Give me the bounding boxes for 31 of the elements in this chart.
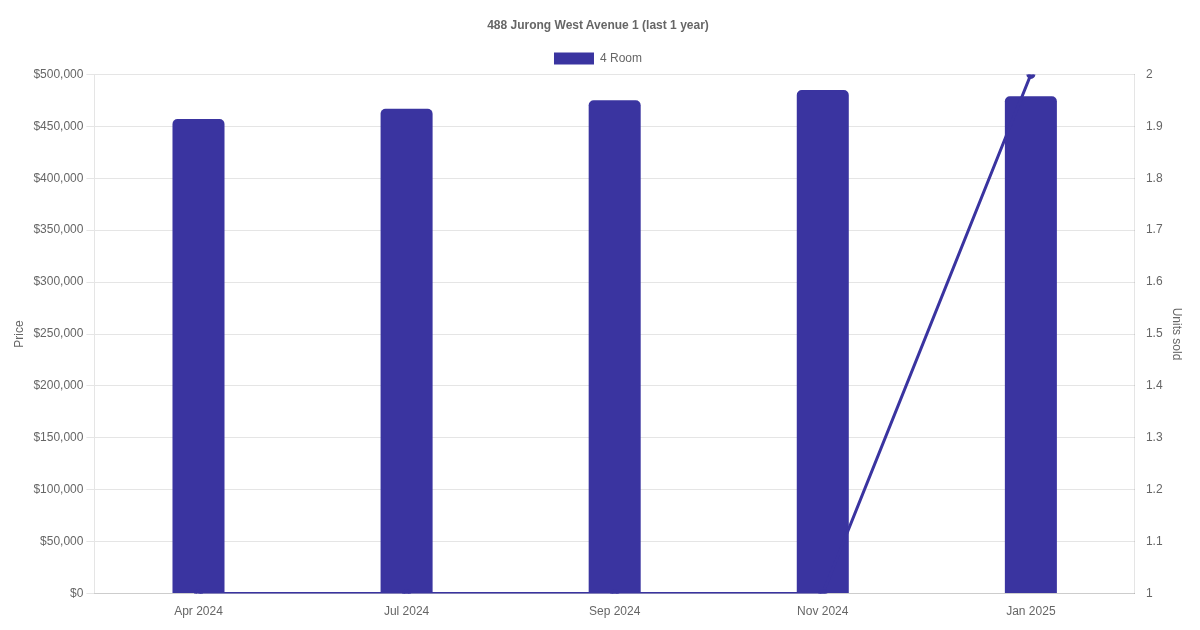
x-tick-label: Nov 2024	[797, 604, 849, 619]
y2-tick-label: 1	[1145, 585, 1153, 600]
y-tick-label: $450,000	[33, 118, 84, 133]
y2-tick-label: 1.2	[1145, 482, 1163, 497]
y-tick-label: $300,000	[33, 274, 84, 289]
x-tick-label: Jul 2024	[383, 604, 430, 619]
y-tick-label: $350,000	[33, 222, 84, 237]
y-tick-label: $150,000	[33, 430, 84, 445]
y2-tick-label: 2	[1145, 66, 1153, 81]
y2-tick-label: 1.8	[1145, 170, 1163, 185]
y2-tick-label: 1.5	[1145, 326, 1163, 341]
y2-tick-label: 1.3	[1145, 430, 1163, 445]
y-tick-label: $50,000	[40, 533, 84, 548]
y2-tick-label: 1.6	[1145, 274, 1163, 289]
y-tick-label: $500,000	[33, 66, 84, 81]
y-tick-label: $400,000	[33, 170, 84, 185]
y2-tick-label: 1.4	[1145, 378, 1163, 393]
y-tick-label: $100,000	[33, 482, 84, 497]
y2-tick-label: 1.9	[1145, 118, 1163, 133]
y2-tick-label: 1.1	[1145, 533, 1163, 548]
x-tick-label: Apr 2024	[174, 604, 224, 619]
y-tick-label: $0	[70, 585, 84, 600]
y2-axis-title: Units sold	[1170, 307, 1185, 361]
chart-title: 488 Jurong West Avenue 1 (last 1 year)	[487, 17, 709, 32]
x-tick-label: Jan 2025	[1006, 604, 1056, 619]
y-tick-label: $250,000	[33, 326, 84, 341]
y-axis-title: Price	[11, 320, 26, 348]
legend-label: 4 Room	[599, 50, 643, 65]
y-tick-label: $200,000	[33, 378, 84, 393]
x-tick-label: Sep 2024	[588, 604, 641, 619]
y2-tick-label: 1.7	[1145, 222, 1163, 237]
